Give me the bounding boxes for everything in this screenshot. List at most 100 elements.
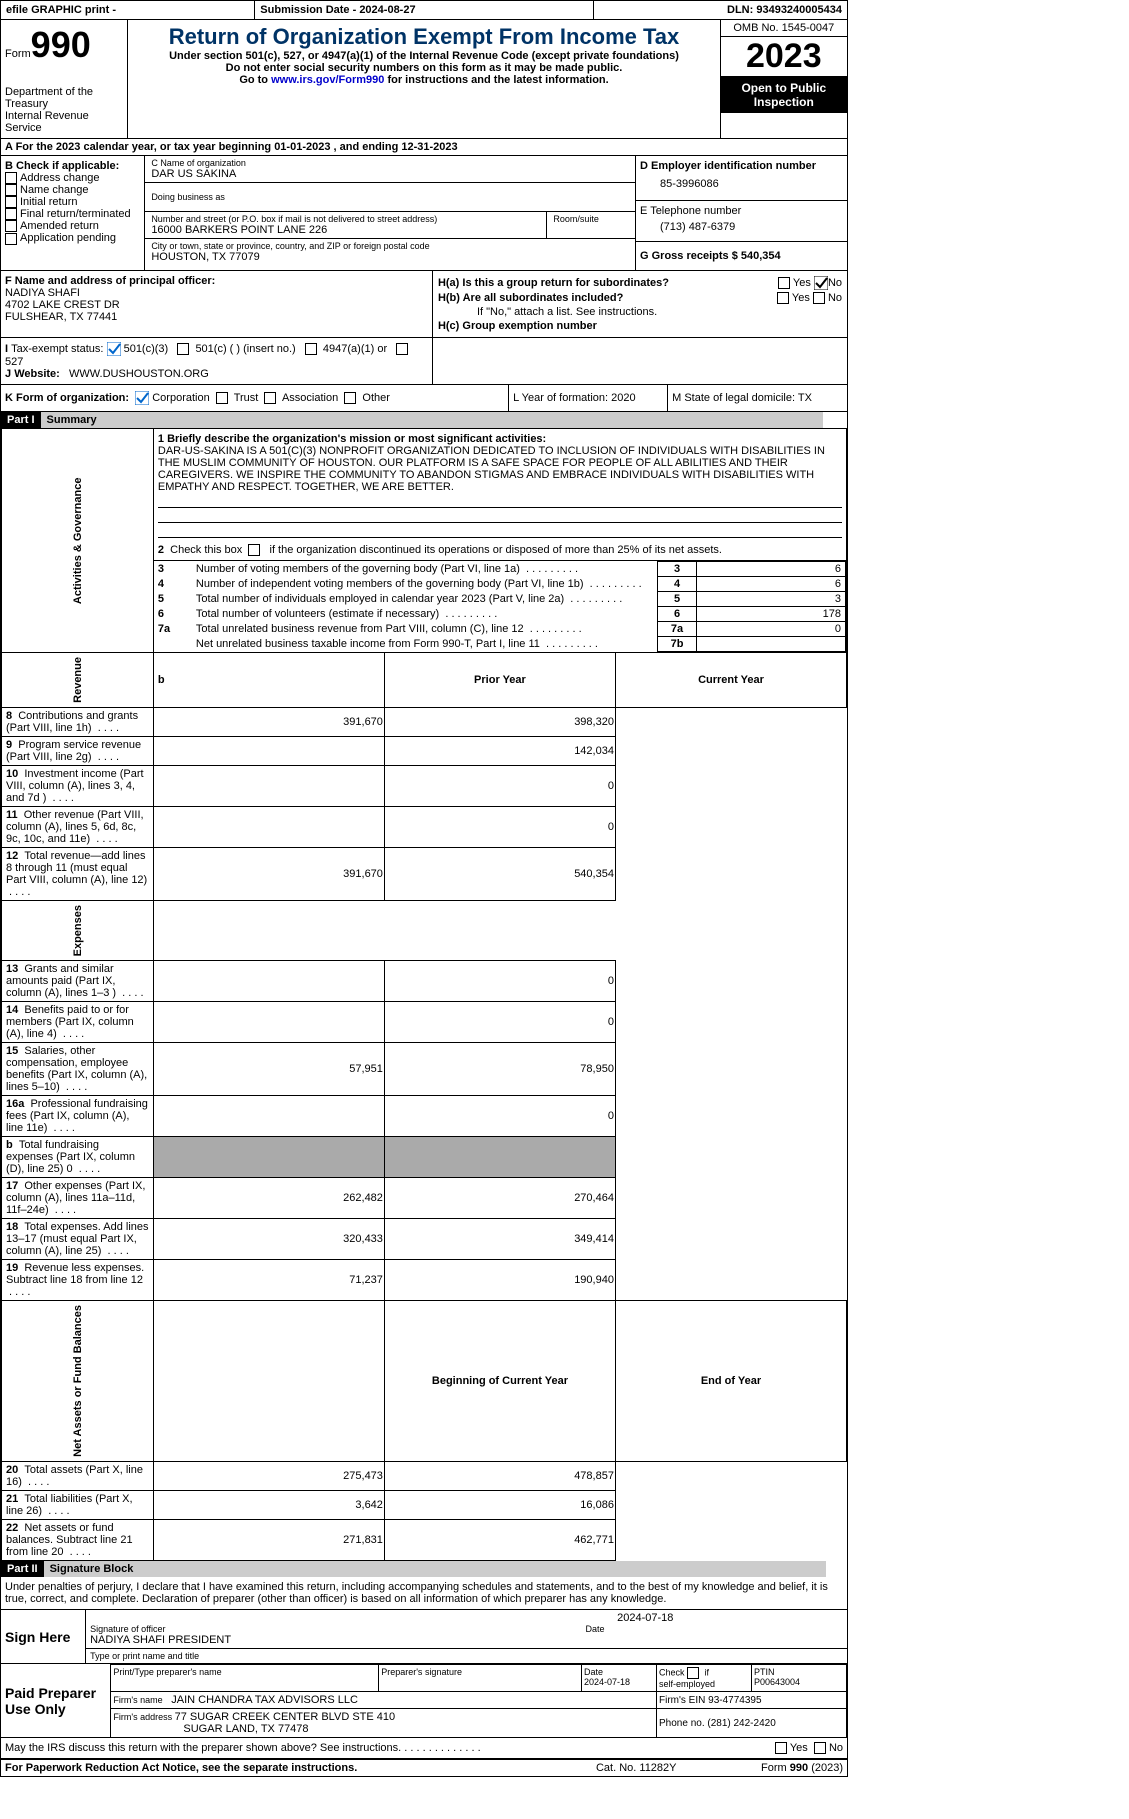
ha-yes-ck[interactable] <box>778 277 790 289</box>
ein: 85-3996086 <box>640 172 843 196</box>
side-revenue: Revenue <box>2 653 154 708</box>
k-trust-ck[interactable] <box>216 392 228 404</box>
begin-hdr: Beginning of Current Year <box>384 1301 615 1462</box>
omb: OMB No. 1545-0047 <box>721 20 847 37</box>
tel-lbl: E Telephone number <box>640 205 843 217</box>
check-address-change[interactable] <box>5 172 17 184</box>
money-row: 17 Other expenses (Part IX, column (A), … <box>2 1178 847 1219</box>
k-assoc-ck[interactable] <box>264 392 276 404</box>
p-date-lbl: Date <box>584 1667 603 1677</box>
discontinue-ck[interactable] <box>248 544 260 556</box>
i-527: 527 <box>5 356 23 368</box>
side-activities: Activities & Governance <box>2 429 154 653</box>
discuss-no: No <box>829 1742 843 1754</box>
firm-ein: Firm's EIN 93-4774395 <box>657 1692 847 1709</box>
part2-sub: Signature Block <box>44 1561 826 1577</box>
discuss-no-ck[interactable] <box>814 1742 826 1754</box>
check-application-pending[interactable] <box>5 233 17 245</box>
sig-name: NADIYA SHAFI PRESIDENT <box>90 1634 843 1646</box>
ein-lbl: D Employer identification number <box>640 160 843 172</box>
money-row: 19 Revenue less expenses. Subtract line … <box>2 1260 847 1301</box>
firm-name: JAIN CHANDRA TAX ADVISORS LLC <box>171 1694 358 1706</box>
dln: DLN: 93493240005434 <box>593 1 847 20</box>
gross: G Gross receipts $ 540,354 <box>636 242 847 270</box>
k-other: Other <box>362 392 390 404</box>
ptin-lbl: PTIN <box>754 1667 775 1677</box>
sig-lbl: Signature of officer <box>90 1624 165 1634</box>
irs-link[interactable]: www.irs.gov/Form990 <box>271 74 384 86</box>
hb-no: No <box>828 292 842 304</box>
self-emp-ck[interactable] <box>687 1667 699 1679</box>
check-row: Name change <box>5 184 140 196</box>
sign-here: Sign Here <box>1 1610 86 1664</box>
ha-yes: Yes <box>793 277 811 289</box>
h-note: If "No," attach a list. See instructions… <box>437 305 843 319</box>
mission-lbl: 1 Briefly describe the organization's mi… <box>158 433 842 445</box>
side-expenses: Expenses <box>2 901 154 961</box>
side-netassets: Net Assets or Fund Balances <box>2 1301 154 1462</box>
hb-yes-ck[interactable] <box>777 292 789 304</box>
sub3-post: for instructions and the latest informat… <box>384 74 608 86</box>
hb-no-ck[interactable] <box>813 292 825 304</box>
form-number: 990 <box>31 24 91 65</box>
type-lbl: Type or print name and title <box>86 1649 847 1664</box>
firm-addr-lbl: Firm's address <box>113 1712 174 1722</box>
m-state: M State of legal domicile: TX <box>668 385 847 412</box>
firm-addr: 77 SUGAR CREEK CENTER BLVD STE 410 <box>175 1711 395 1723</box>
ptin: P00643004 <box>754 1677 800 1687</box>
discuss-yes: Yes <box>790 1742 808 1754</box>
tel: (713) 487-6379 <box>640 217 843 237</box>
check-row: Final return/terminated <box>5 208 140 220</box>
k-assoc: Association <box>282 392 338 404</box>
check-row: Address change <box>5 172 140 184</box>
sign-date: 2024-07-18 <box>617 1612 673 1624</box>
summary-row: 4Number of independent voting members of… <box>154 577 846 592</box>
k-other-ck[interactable] <box>344 392 356 404</box>
addr: 16000 BARKERS POINT LANE 226 <box>151 224 540 236</box>
firm-phone: Phone no. (281) 242-2420 <box>657 1709 847 1738</box>
i-501c-ck[interactable] <box>177 343 189 355</box>
current-hdr: Current Year <box>615 653 846 708</box>
mission: DAR-US-SAKINA IS A 501(C)(3) NONPROFIT O… <box>158 445 842 493</box>
i-4947-ck[interactable] <box>305 343 317 355</box>
hb: H(b) Are all subordinates included? <box>438 292 623 304</box>
money-row: 14 Benefits paid to or for members (Part… <box>2 1002 847 1043</box>
i-527-ck[interactable] <box>396 343 408 355</box>
dba-lbl: Doing business as <box>151 192 629 202</box>
i-501c3: 501(c)(3) <box>124 343 169 355</box>
page-title: Return of Organization Exempt From Incom… <box>132 24 715 50</box>
name-org-lbl: C Name of organization <box>151 158 629 168</box>
hc: H(c) Group exemption number <box>437 319 843 333</box>
money-row: 13 Grants and similar amounts paid (Part… <box>2 961 847 1002</box>
summary-row: 5Total number of individuals employed in… <box>154 592 846 607</box>
ha-no: No <box>828 277 842 289</box>
check-label: B Check if applicable: <box>5 160 140 172</box>
part1-sub: Summary <box>41 412 823 428</box>
efile-label: efile GRAPHIC print - <box>6 4 116 16</box>
k-lbl: K Form of organization: <box>5 392 129 404</box>
summary-row: 6Total number of volunteers (estimate if… <box>154 607 846 622</box>
check-final-return/terminated[interactable] <box>5 208 17 220</box>
i-4947: 4947(a)(1) or <box>323 343 387 355</box>
dept2: Internal Revenue Service <box>5 110 123 134</box>
money-row: 16a Professional fundraising fees (Part … <box>2 1096 847 1137</box>
form-990: efile GRAPHIC print - Submission Date - … <box>0 0 848 1777</box>
cat: Cat. No. 11282Y <box>567 1760 706 1776</box>
check-initial-return[interactable] <box>5 196 17 208</box>
l-year: L Year of formation: 2020 <box>509 385 668 412</box>
discuss-yes-ck[interactable] <box>775 1742 787 1754</box>
check-amended-return[interactable] <box>5 220 17 232</box>
addr-lbl: Number and street (or P.O. box if mail i… <box>151 214 540 224</box>
check-name-change[interactable] <box>5 184 17 196</box>
p-date: 2024-07-18 <box>584 1677 630 1687</box>
money-row: 18 Total expenses. Add lines 13–17 (must… <box>2 1219 847 1260</box>
city-lbl: City or town, state or province, country… <box>151 241 629 251</box>
end-hdr: End of Year <box>615 1301 846 1462</box>
hb-yes: Yes <box>792 292 810 304</box>
k-corp: Corporation <box>152 392 209 404</box>
dept1: Department of the Treasury <box>5 86 123 110</box>
topbar: efile GRAPHIC print - Submission Date - … <box>1 1 847 20</box>
prior-hdr: Prior Year <box>384 653 615 708</box>
section-a: A For the 2023 calendar year, or tax yea… <box>1 139 847 156</box>
officer1: NADIYA SHAFI <box>5 287 428 299</box>
